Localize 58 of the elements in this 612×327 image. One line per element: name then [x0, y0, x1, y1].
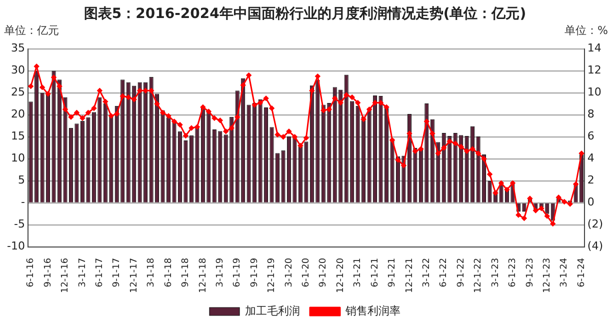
y2-axis-title: 单位：%: [564, 24, 608, 38]
legend-label: 销售利润率: [344, 304, 400, 318]
y2-tick-label: 6: [587, 130, 594, 143]
x-tick-label: 6-1-21: [370, 258, 380, 288]
y2-tick-label: 0: [587, 196, 594, 209]
x-tick-label: 12-1-17: [129, 258, 140, 294]
x-tick-label: 3-1-23: [490, 258, 501, 288]
x-tick-label: 9-1-22: [456, 258, 466, 288]
x-tick-label: 12-1-23: [542, 258, 552, 294]
y2-tick-label: (2): [587, 218, 604, 231]
x-tick-label: 6-1-16: [26, 258, 36, 288]
y2-tick-label: 8: [587, 108, 594, 121]
legend-label: 加工毛利润: [245, 304, 300, 318]
chart-title: 图表5：2016-2024年中国面粉行业的月度利润情况走势(单位：亿元): [84, 5, 526, 22]
x-tick-label: 12-1-20: [336, 258, 346, 294]
x-tick-label: 12-1-16: [60, 258, 71, 294]
y-tick-label: 20: [10, 108, 25, 121]
y2-tick-label: 10: [587, 86, 602, 99]
x-tick-label: 6-1-24: [576, 258, 587, 288]
x-tick-label: 12-1-21: [404, 258, 415, 294]
y-tick-label: -: [20, 196, 25, 209]
x-tick-label: 9-1-17: [112, 258, 122, 288]
y-tick-label: 25: [10, 86, 25, 99]
y2-tick-label: (4): [587, 240, 604, 253]
y2-tick-label: 2: [587, 174, 594, 187]
x-tick-label: 3-1-19: [215, 258, 226, 288]
y2-tick-label: 4: [587, 152, 594, 165]
y-axis-title: 单位：亿元: [4, 24, 59, 38]
x-tick-label: 6-1-22: [439, 258, 450, 288]
y-tick-label: 15: [10, 130, 25, 143]
x-tick-label: 9-1-18: [181, 258, 192, 288]
x-tick-label: 3-1-17: [78, 258, 88, 288]
y-tick-label: 5: [18, 174, 25, 187]
x-tick-label: 6-1-20: [302, 258, 312, 288]
x-tick-label: 3-1-21: [353, 258, 364, 288]
y-tick-label: -10: [7, 240, 25, 253]
y-tick-label: 10: [10, 152, 25, 165]
x-tick-label: 6-1-19: [232, 258, 243, 288]
x-tick-label: 3-1-18: [146, 258, 157, 288]
y2-tick-label: 14: [587, 42, 602, 55]
x-tick-label: 12-1-18: [198, 258, 208, 294]
x-tick-label: 3-1-20: [284, 258, 294, 288]
x-tick-label: 12-1-22: [474, 258, 484, 294]
x-tick-label: 6-1-17: [95, 258, 106, 288]
x-tick-label: 9-1-19: [250, 258, 260, 288]
y-tick-label: 30: [10, 64, 25, 77]
x-tick-label: 3-1-24: [560, 258, 570, 288]
y-tick-label: -5: [14, 218, 25, 231]
x-tick-label: 6-1-18: [164, 258, 174, 288]
y2-tick-label: 12: [587, 64, 602, 77]
x-tick-label: 12-1-19: [267, 258, 278, 294]
x-tick-label: 9-1-16: [43, 258, 54, 288]
x-tick-label: 9-1-21: [388, 258, 398, 288]
x-tick-label: 9-1-20: [318, 258, 329, 288]
x-tick-label: 6-1-23: [508, 258, 518, 288]
x-tick-label: 9-1-23: [525, 258, 536, 288]
x-tick-label: 3-1-22: [422, 258, 432, 288]
y-tick-label: 35: [10, 42, 25, 55]
